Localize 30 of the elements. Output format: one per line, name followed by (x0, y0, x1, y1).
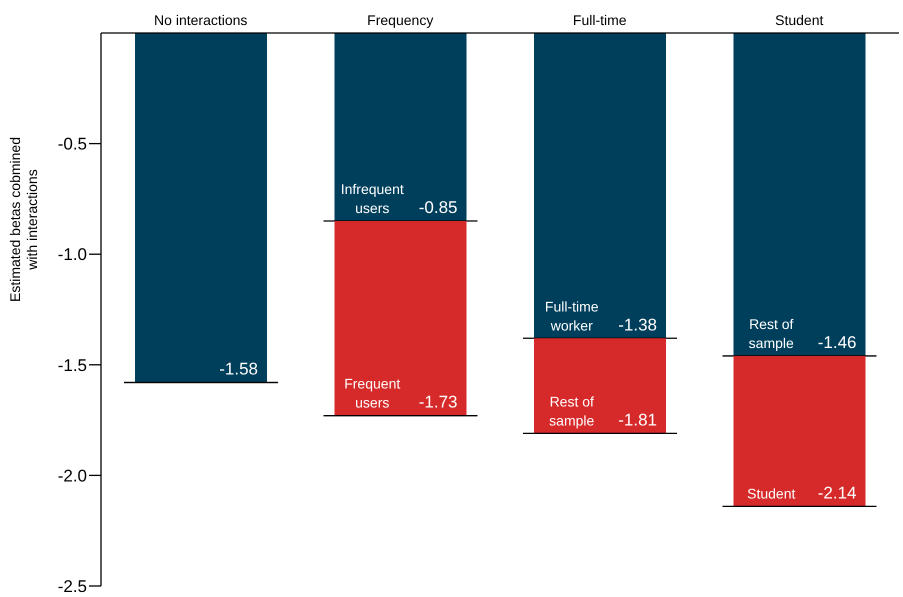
data-label: -1.38 (618, 315, 657, 334)
x-tick-label: Full-time (572, 12, 627, 28)
annotation: Full-time worker (544, 298, 599, 334)
annotation: Rest of sample (748, 316, 794, 351)
x-tick-label: Frequency (367, 12, 434, 28)
total-label: -1.73 (418, 392, 458, 412)
y-tick-label: -2.0 (58, 466, 87, 486)
bar (135, 33, 267, 382)
bar (334, 221, 466, 416)
bar (334, 33, 466, 222)
annotation: Infrequent users (340, 181, 404, 216)
bar (534, 338, 666, 434)
y-tick-label: -2.5 (58, 577, 87, 596)
data-label: -1.58 (219, 359, 258, 378)
annotation: Rest of sample (549, 393, 595, 428)
annotation: Frequent users (344, 376, 400, 411)
y-tick-label: -0.5 (58, 134, 87, 154)
data-label: -0.85 (418, 198, 458, 218)
annotation: Student (747, 485, 796, 502)
total-label: -1.81 (618, 410, 657, 430)
y-tick-label: -1.0 (58, 245, 87, 264)
total-label: -2.14 (818, 483, 856, 502)
x-tick-label: Student (775, 12, 824, 28)
x-tick-label: No interactions (154, 12, 248, 28)
bar (734, 33, 866, 356)
bar (734, 356, 866, 506)
bar (534, 33, 666, 338)
y-axis-title: Estimated betas cobmined with interactions (7, 137, 40, 302)
y-tick-label: -1.5 (58, 356, 87, 375)
data-label: -1.46 (818, 332, 856, 352)
